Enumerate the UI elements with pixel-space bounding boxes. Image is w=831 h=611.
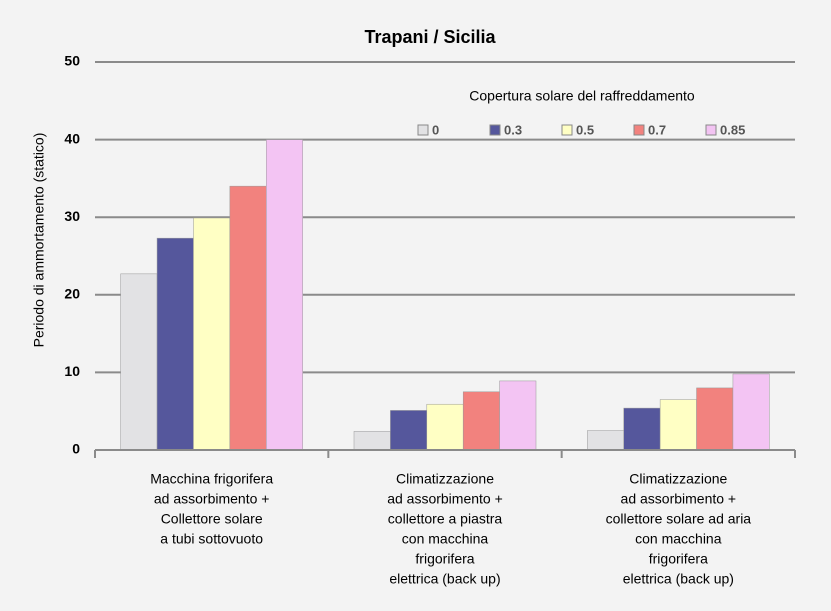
x-tick-label: con macchina (402, 531, 489, 547)
x-tick-label: ad assorbimento + (387, 491, 503, 507)
x-tick-label: collettore solare ad aria (606, 511, 752, 527)
bar (266, 139, 303, 451)
legend-label: 0.5 (576, 122, 594, 137)
x-tick-label: elettrica (back up) (389, 571, 500, 587)
legend-swatch (489, 124, 501, 136)
y-axis-label: Periodo di ammortamento (statico) (31, 133, 47, 348)
legend-swatch (417, 124, 429, 136)
y-tick-label: 50 (64, 53, 80, 69)
x-tick-label: ad assorbimento + (154, 491, 270, 507)
bar (587, 430, 624, 451)
x-tick-label: collettore a piastra (388, 511, 503, 527)
bar (623, 407, 661, 451)
x-tick-label: Macchina frigorifera (150, 471, 273, 487)
x-tick-label: frigorifera (415, 551, 474, 567)
y-tick-label: 10 (64, 363, 80, 379)
bar (390, 410, 428, 451)
bar (696, 387, 734, 451)
legend-title: Copertura solare del raffreddamento (469, 88, 695, 104)
x-tick-label: Climatizzazione (396, 471, 494, 487)
bar (156, 237, 194, 451)
bar (659, 399, 697, 451)
bar (193, 217, 231, 451)
y-tick-label: 40 (64, 130, 80, 146)
x-tick-label: ad assorbimento + (621, 491, 737, 507)
x-tick-label: Collettore solare (161, 511, 263, 527)
bar (229, 185, 267, 451)
bar (499, 380, 537, 451)
bar (462, 391, 500, 451)
bar (732, 373, 770, 451)
y-tick-label: 30 (64, 208, 80, 224)
bar (120, 273, 158, 451)
x-tick-label: frigorifera (649, 551, 708, 567)
bar (353, 431, 391, 451)
legend-swatch (633, 124, 645, 136)
legend-label: 0.85 (720, 122, 745, 137)
legend-swatch (561, 124, 573, 136)
legend-swatch (705, 124, 717, 136)
x-tick-label: Climatizzazione (629, 471, 727, 487)
chart-title: Trapani / Sicilia (364, 27, 496, 47)
x-tick-label: con macchina (635, 531, 722, 547)
legend-label: 0.3 (504, 122, 522, 137)
x-tick-label: a tubi sottovuoto (160, 531, 263, 547)
y-tick-label: 20 (64, 286, 80, 302)
y-tick-label: 0 (72, 441, 80, 457)
x-tick-label: elettrica (back up) (623, 571, 734, 587)
legend-label: 0.7 (648, 122, 666, 137)
legend-label: 0 (432, 122, 439, 137)
bar (426, 403, 464, 451)
